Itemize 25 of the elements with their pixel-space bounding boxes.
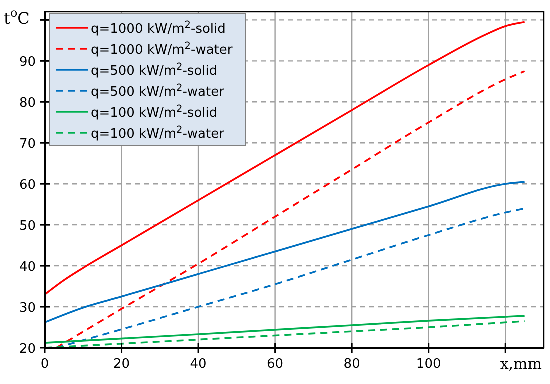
legend-label: q=100 kW/m$^{2}$-water	[91, 124, 226, 142]
x-tick-label: 80	[344, 357, 360, 372]
legend-label: q=500 kW/m$^{2}$-water	[91, 82, 226, 100]
line-series	[44, 181, 526, 324]
legend-label: q=100 kW/m$^{2}$-solid	[91, 104, 218, 121]
legend-label: q=1000 kW/m$^{2}$-solid	[91, 20, 226, 37]
x-tick-label: 60	[267, 357, 284, 372]
y-tick-label: 80	[19, 96, 36, 112]
y-axis-title: t$^{o}$C	[4, 6, 30, 28]
x-tick-label: 100	[416, 357, 442, 372]
y-tick-label: 70	[19, 137, 36, 152]
y-tick-label: 40	[19, 260, 36, 276]
legend-label: q=500 kW/m$^{2}$-solid	[91, 62, 218, 79]
y-tick-label: 20	[19, 342, 36, 357]
y-tick-label: 30	[19, 301, 36, 316]
line-series	[44, 21, 526, 296]
legend-label: q=1000 kW/m$^{2}$-water	[91, 40, 234, 58]
x-tick-label: 20	[113, 357, 130, 372]
y-tick-label: 60	[19, 178, 36, 194]
x-tick-label: 40	[190, 357, 207, 372]
y-tick-label: 50	[19, 219, 36, 234]
x-axis-title: x,mm	[500, 355, 542, 373]
line-series	[44, 315, 526, 344]
y-tick-label: 90	[19, 55, 36, 70]
x-tick-label: 0	[40, 357, 50, 372]
